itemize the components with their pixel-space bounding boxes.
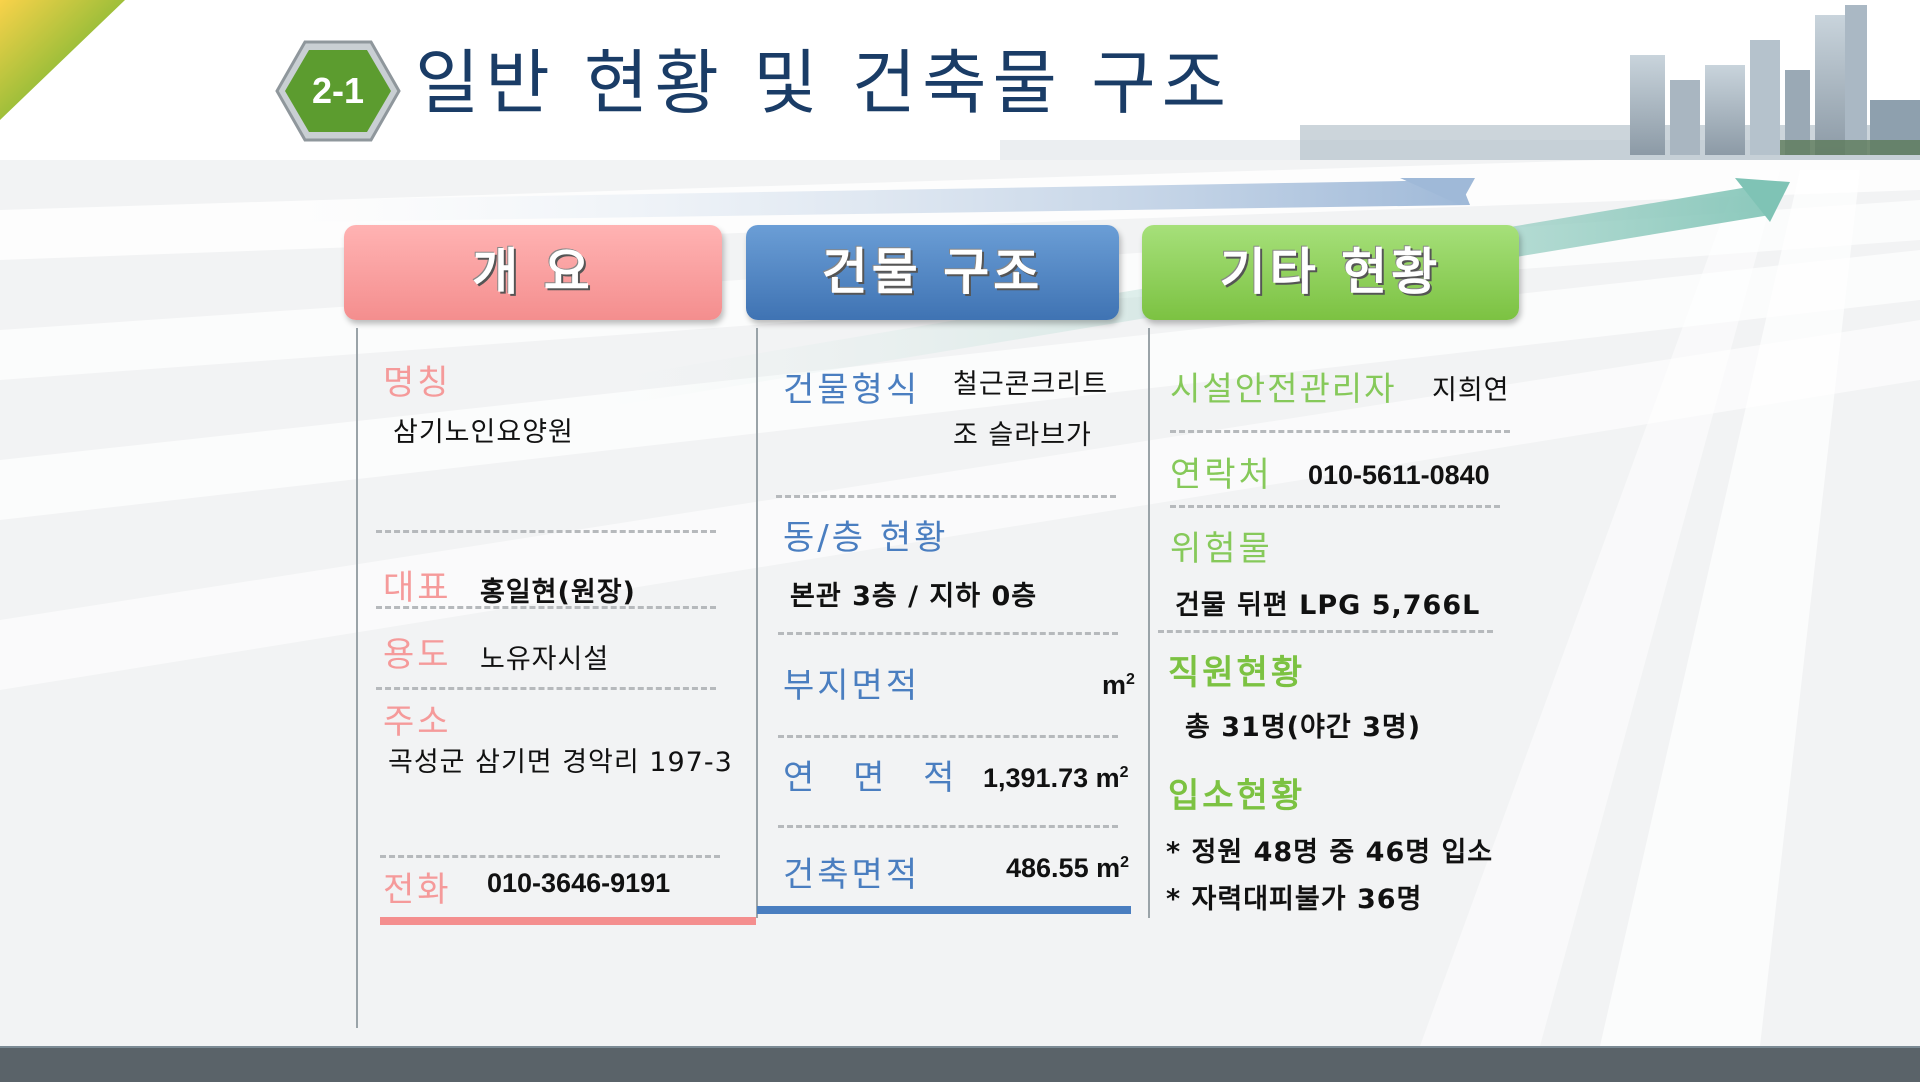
city-skyline-image (1000, 5, 1920, 160)
address-label: 주소 (383, 702, 452, 742)
site-area-label: 부지면적 (783, 666, 921, 706)
site-area-value: m2 (1102, 670, 1135, 700)
hazardous-material-label: 위험물 (1170, 529, 1273, 569)
resident-status-value-1: * 정원 48명 중 46명 입소 (1166, 837, 1494, 868)
safety-manager-value: 지희연 (1432, 375, 1510, 406)
staff-status-value: 총 31명(야간 3명) (1185, 712, 1422, 743)
floors-label: 동/층 현황 (783, 518, 949, 558)
contact-value: 010-5611-0840 (1308, 460, 1490, 490)
divider (376, 606, 716, 609)
column-divider (756, 328, 758, 918)
column-divider (356, 328, 358, 1028)
divider (1170, 430, 1510, 433)
name-value: 삼기노인요양원 (393, 417, 574, 448)
divider (776, 495, 1116, 498)
section-number: 2-1 (311, 70, 365, 111)
name-label: 명칭 (383, 363, 452, 403)
building-area-label: 건축면적 (783, 855, 921, 895)
hazardous-material-value: 건물 뒤편 LPG 5,766L (1175, 590, 1481, 621)
column-divider (1148, 328, 1150, 918)
building-type-label: 건물형식 (783, 370, 921, 410)
building-type-value: 철근콘크리트 (953, 369, 1109, 400)
tab-overview: 개 요 (344, 225, 722, 320)
building-area-value: 486.55 m2 (1006, 853, 1129, 883)
use-label: 용도 (383, 635, 452, 675)
accent-bar-pink (380, 917, 756, 925)
floors-value: 본관 3층 / 지하 0층 (790, 581, 1038, 612)
tab-building-structure: 건물 구조 (746, 225, 1119, 320)
divider (1158, 630, 1493, 633)
representative-label: 대표 (383, 568, 452, 608)
divider (778, 632, 1118, 635)
safety-manager-label: 시설안전관리자 (1170, 369, 1397, 408)
resident-status-label: 입소현황 (1168, 776, 1306, 816)
total-floor-area-label: 연 면 적 (783, 758, 969, 798)
resident-status-value-2: * 자력대피불가 36명 (1166, 884, 1423, 915)
tab-other-status: 기타 현황 (1142, 225, 1519, 320)
phone-label: 전화 (383, 870, 452, 910)
building-type-value-2: 조 슬라브가 (953, 420, 1092, 451)
divider (778, 825, 1118, 828)
divider (380, 855, 720, 858)
divider (1170, 505, 1500, 508)
divider (376, 530, 716, 533)
divider (778, 735, 1118, 738)
accent-bar-blue (757, 906, 1131, 914)
use-value: 노유자시설 (480, 644, 610, 675)
contact-label: 연락처 (1170, 455, 1273, 495)
address-value: 곡성군 삼기면 경악리 197-3 (388, 747, 733, 778)
total-floor-area-value: 1,391.73 m2 (983, 763, 1129, 793)
section-badge-hexagon (275, 40, 401, 142)
phone-value: 010-3646-9191 (487, 868, 671, 898)
page-title: 일반 현황 및 건축물 구조 (415, 42, 1233, 124)
representative-value: 홍일현(원장) (480, 577, 636, 608)
footer-bar (0, 1046, 1920, 1082)
divider (376, 687, 716, 690)
staff-status-label: 직원현황 (1168, 653, 1306, 693)
